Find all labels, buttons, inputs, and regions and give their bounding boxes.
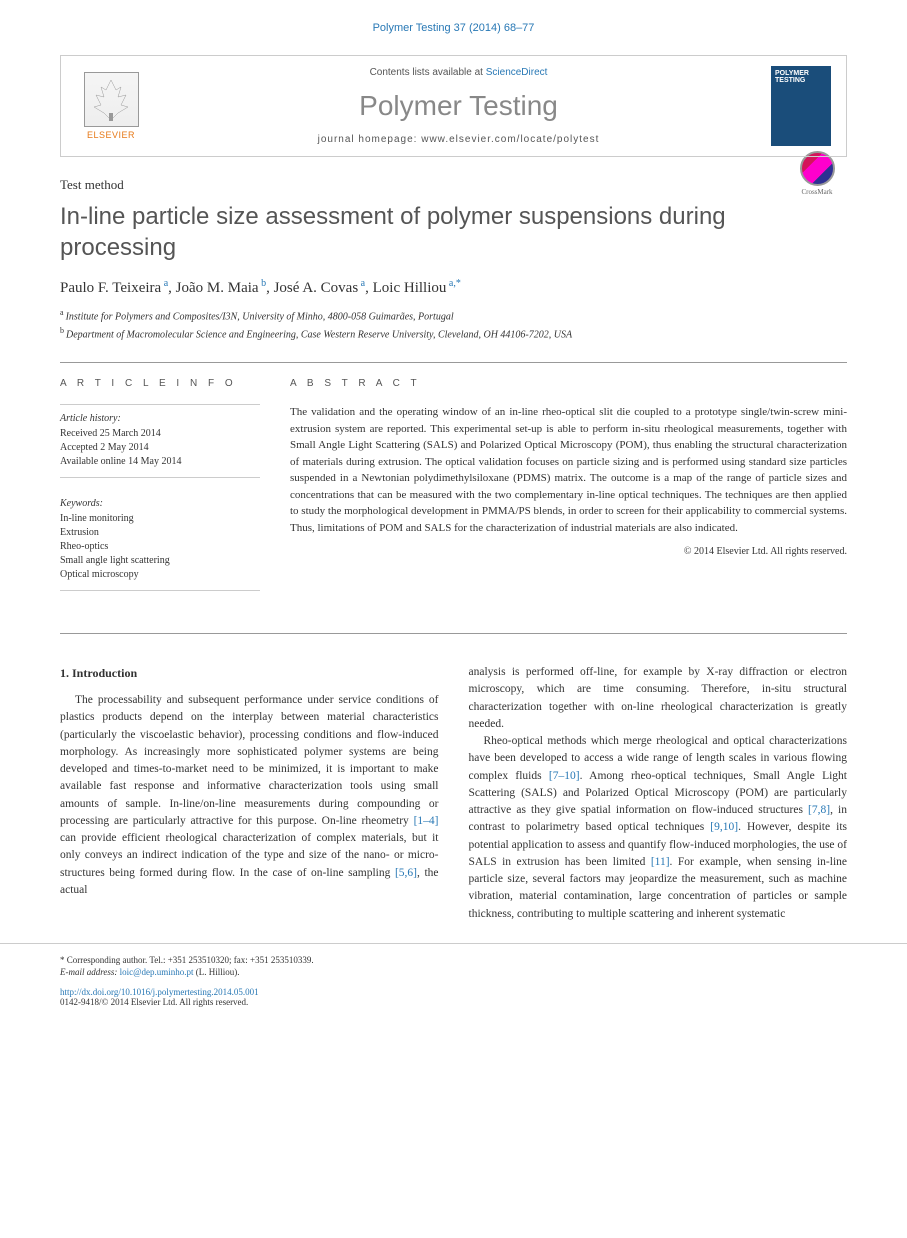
email-link[interactable]: loic@dep.uminho.pt	[120, 967, 194, 977]
keyword-item: Rheo-optics	[60, 540, 260, 554]
history-label: Article history:	[60, 413, 260, 424]
keyword-item: Extrusion	[60, 526, 260, 540]
history-block: Article history: Received 25 March 2014A…	[60, 404, 260, 478]
affiliation: a Institute for Polymers and Composites/…	[60, 307, 847, 324]
author-affil-sup: a	[358, 278, 365, 289]
journal-header-box: ELSEVIER Contents lists available at Sci…	[60, 55, 847, 157]
page-header: Polymer Testing 37 (2014) 68–77	[0, 0, 907, 45]
journal-cover-thumbnail: POLYMER TESTING	[771, 66, 831, 146]
crossmark-badge[interactable]: CrossMark	[787, 151, 847, 211]
ref-link[interactable]: [7–10]	[549, 770, 580, 782]
article-info: A R T I C L E I N F O Article history: R…	[60, 378, 260, 603]
ref-link[interactable]: [9,10]	[710, 821, 738, 833]
history-item: Received 25 March 2014	[60, 427, 260, 441]
elsevier-logo: ELSEVIER	[76, 66, 146, 146]
article-type: Test method	[60, 177, 847, 193]
homepage-line: journal homepage: www.elsevier.com/locat…	[146, 134, 771, 145]
author-affil-sup: b	[259, 278, 267, 289]
keywords-text: In-line monitoringExtrusionRheo-opticsSm…	[60, 512, 260, 582]
ref-link[interactable]: [7,8]	[808, 804, 830, 816]
sciencedirect-link[interactable]: ScienceDirect	[486, 67, 548, 78]
abstract-copyright: © 2014 Elsevier Ltd. All rights reserved…	[290, 546, 847, 557]
divider	[60, 362, 847, 363]
author-affil-sup: a	[161, 278, 168, 289]
keyword-item: Optical microscopy	[60, 568, 260, 582]
ref-link[interactable]: [1–4]	[414, 815, 439, 827]
author-name: Paulo F. Teixeira	[60, 280, 161, 296]
info-abstract-row: A R T I C L E I N F O Article history: R…	[60, 378, 847, 603]
article-title: In-line particle size assessment of poly…	[60, 201, 847, 263]
contents-line: Contents lists available at ScienceDirec…	[146, 67, 771, 78]
history-item: Accepted 2 May 2014	[60, 441, 260, 455]
header-center: Contents lists available at ScienceDirec…	[146, 67, 771, 145]
ref-link[interactable]: [5,6]	[395, 867, 417, 879]
history-text: Received 25 March 2014Accepted 2 May 201…	[60, 427, 260, 469]
authors-list: Paulo F. Teixeira a, João M. Maia b, Jos…	[60, 278, 847, 297]
history-item: Available online 14 May 2014	[60, 455, 260, 469]
affiliation: b Department of Macromolecular Science a…	[60, 325, 847, 342]
crossmark-label: CrossMark	[801, 188, 832, 196]
journal-title: Polymer Testing	[146, 90, 771, 122]
page-footer: * Corresponding author. Tel.: +351 25351…	[0, 943, 907, 1027]
doi-link[interactable]: http://dx.doi.org/10.1016/j.polymertesti…	[60, 987, 847, 997]
column-left: 1. Introduction The processability and s…	[60, 664, 439, 923]
elsevier-tree-icon	[84, 72, 139, 127]
article-info-heading: A R T I C L E I N F O	[60, 378, 260, 389]
author-affil-sup: a,*	[446, 278, 460, 289]
abstract-heading: A B S T R A C T	[290, 378, 847, 389]
corresponding-author: * Corresponding author. Tel.: +351 25351…	[60, 954, 847, 979]
keywords-block: Keywords: In-line monitoringExtrusionRhe…	[60, 490, 260, 591]
keyword-item: Small angle light scattering	[60, 554, 260, 568]
body-columns: 1. Introduction The processability and s…	[60, 664, 847, 923]
keyword-item: In-line monitoring	[60, 512, 260, 526]
ref-link[interactable]: [11]	[651, 856, 670, 868]
column-right: analysis is performed off-line, for exam…	[469, 664, 848, 923]
paragraph: The processability and subsequent perfor…	[60, 692, 439, 899]
affiliations: a Institute for Polymers and Composites/…	[60, 307, 847, 342]
author-name: José A. Covas	[274, 280, 359, 296]
author-name: Loic Hilliou	[373, 280, 447, 296]
article-content: Test method CrossMark In-line particle s…	[0, 177, 907, 923]
paragraph: Rheo-optical methods which merge rheolog…	[469, 733, 848, 923]
abstract: A B S T R A C T The validation and the o…	[290, 378, 847, 603]
keywords-label: Keywords:	[60, 498, 260, 509]
copyright-footer: 0142-9418/© 2014 Elsevier Ltd. All right…	[60, 997, 847, 1007]
homepage-url[interactable]: www.elsevier.com/locate/polytest	[421, 134, 599, 145]
paragraph: analysis is performed off-line, for exam…	[469, 664, 848, 733]
author-name: João M. Maia	[176, 280, 259, 296]
section-heading: 1. Introduction	[60, 664, 439, 682]
divider	[60, 633, 847, 634]
journal-reference: Polymer Testing 37 (2014) 68–77	[373, 22, 535, 34]
abstract-text: The validation and the operating window …	[290, 404, 847, 536]
elsevier-text: ELSEVIER	[87, 130, 135, 140]
